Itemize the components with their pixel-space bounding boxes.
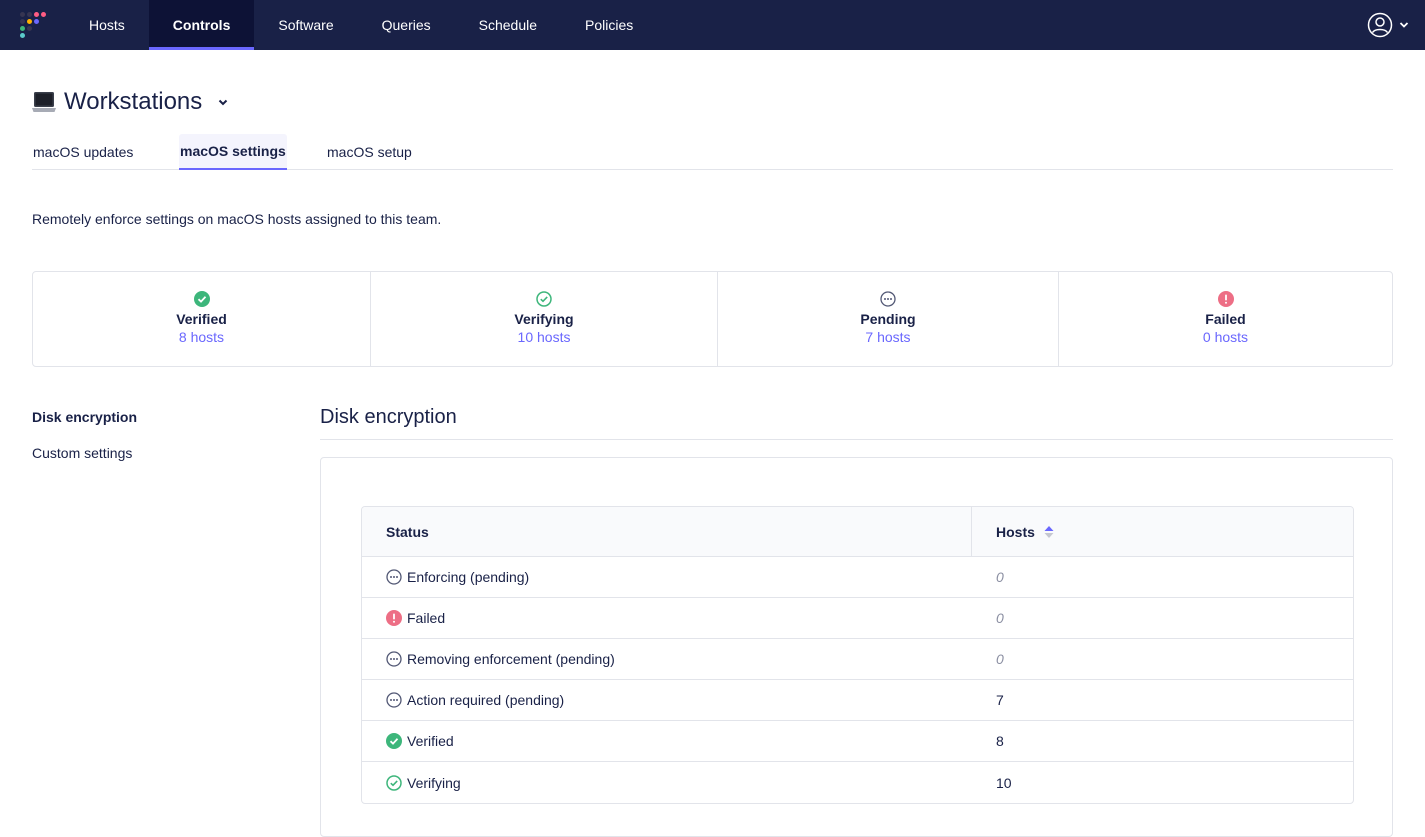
nav-item-queries[interactable]: Queries [381,17,431,33]
nav-item-controls[interactable]: Controls [148,0,255,50]
status-label: Verifying [407,774,461,791]
tabs: macOS updates macOS settings macOS setup [32,134,1393,170]
chevron-down-icon [219,99,228,106]
check-filled-icon [386,733,402,749]
fleet-logo-icon[interactable] [20,12,46,38]
table-row: Verifying 10 [362,762,1353,803]
laptop-icon [32,92,56,112]
tab-macos-updates[interactable]: macOS updates [33,144,134,160]
status-cell: Verified [362,721,972,761]
summary-card-verifying[interactable]: Verifying 10 hosts [371,272,718,366]
summary-card-verified[interactable]: Verified 8 hosts [33,272,371,366]
user-menu-button[interactable] [1367,12,1409,38]
status-label: Verified [407,733,454,749]
page-description: Remotely enforce settings on macOS hosts… [32,211,442,227]
summary-title: Verifying [514,311,574,327]
error-icon [1217,291,1234,307]
pending-icon [386,692,402,708]
section-title: Disk encryption [320,406,457,428]
team-name: Workstations [64,88,203,115]
nav-item-policies[interactable]: Policies [585,17,634,33]
disk-encryption-table: Status Hosts Enforcing (pending) 0 [361,506,1354,804]
summary-title: Pending [860,311,916,327]
tab-macos-setup[interactable]: macOS setup [327,144,412,160]
table-row: Failed 0 [362,598,1353,639]
nav-item-schedule[interactable]: Schedule [478,17,538,33]
user-avatar-icon [1367,12,1393,38]
table-header: Status Hosts [362,507,1353,557]
status-label: Enforcing (pending) [407,569,530,585]
summary-card-pending[interactable]: Pending 7 hosts [718,272,1059,366]
nav-item-software[interactable]: Software [278,17,334,33]
column-header-status: Status [362,507,972,557]
summary-count[interactable]: 7 hosts [865,329,911,345]
nav-item-hosts[interactable]: Hosts [89,17,125,33]
sidenav-custom-settings[interactable]: Custom settings [32,445,133,461]
table-row: Action required (pending) 7 [362,680,1353,721]
status-label: Action required (pending) [407,692,565,708]
check-outline-icon [536,291,552,307]
summary-count[interactable]: 0 hosts [1202,329,1249,345]
hosts-count[interactable]: 7 [996,692,1004,708]
summary-card-failed[interactable]: Failed 0 hosts [1059,272,1392,366]
status-cell: Enforcing (pending) [362,557,972,597]
tab-macos-settings[interactable]: macOS settings [179,134,287,170]
hosts-count[interactable]: 8 [996,733,1004,749]
summary-count[interactable]: 10 hosts [517,329,571,345]
hosts-count[interactable]: 10 [996,774,1012,791]
section-divider [320,439,1393,440]
pending-icon [880,291,896,307]
table-row: Removing enforcement (pending) 0 [362,639,1353,680]
table-row: Enforcing (pending) 0 [362,557,1353,598]
summary-title: Verified [176,311,227,327]
status-cell: Action required (pending) [362,680,972,720]
status-summary: Verified 8 hosts Verifying 10 hosts Pend… [32,271,1393,367]
top-nav: Hosts Controls Software Queries Schedule… [0,0,1425,50]
hosts-count: 0 [996,610,1004,626]
summary-title: Failed [1205,311,1246,327]
summary-count[interactable]: 8 hosts [178,329,225,345]
error-icon [386,610,402,626]
check-outline-icon [386,774,402,791]
status-label: Failed [407,610,446,626]
chevron-down-icon [1399,22,1409,28]
status-cell: Removing enforcement (pending) [362,639,972,679]
pending-icon [386,651,402,667]
status-label: Removing enforcement (pending) [407,651,615,667]
hosts-count: 0 [996,569,1004,585]
column-header-hosts[interactable]: Hosts [972,507,1353,557]
nav-items: Hosts Controls Software Queries Schedule… [65,0,657,50]
status-cell: Verifying [362,762,972,803]
check-filled-icon [193,291,210,307]
sidenav-disk-encryption[interactable]: Disk encryption [32,409,138,425]
column-header-hosts-label: Hosts [996,524,1035,540]
team-dropdown[interactable]: Workstations [32,88,230,116]
table-row: Verified 8 [362,721,1353,762]
status-cell: Failed [362,598,972,638]
pending-icon [386,569,402,585]
sort-icon [1044,526,1054,538]
hosts-count: 0 [996,651,1004,667]
